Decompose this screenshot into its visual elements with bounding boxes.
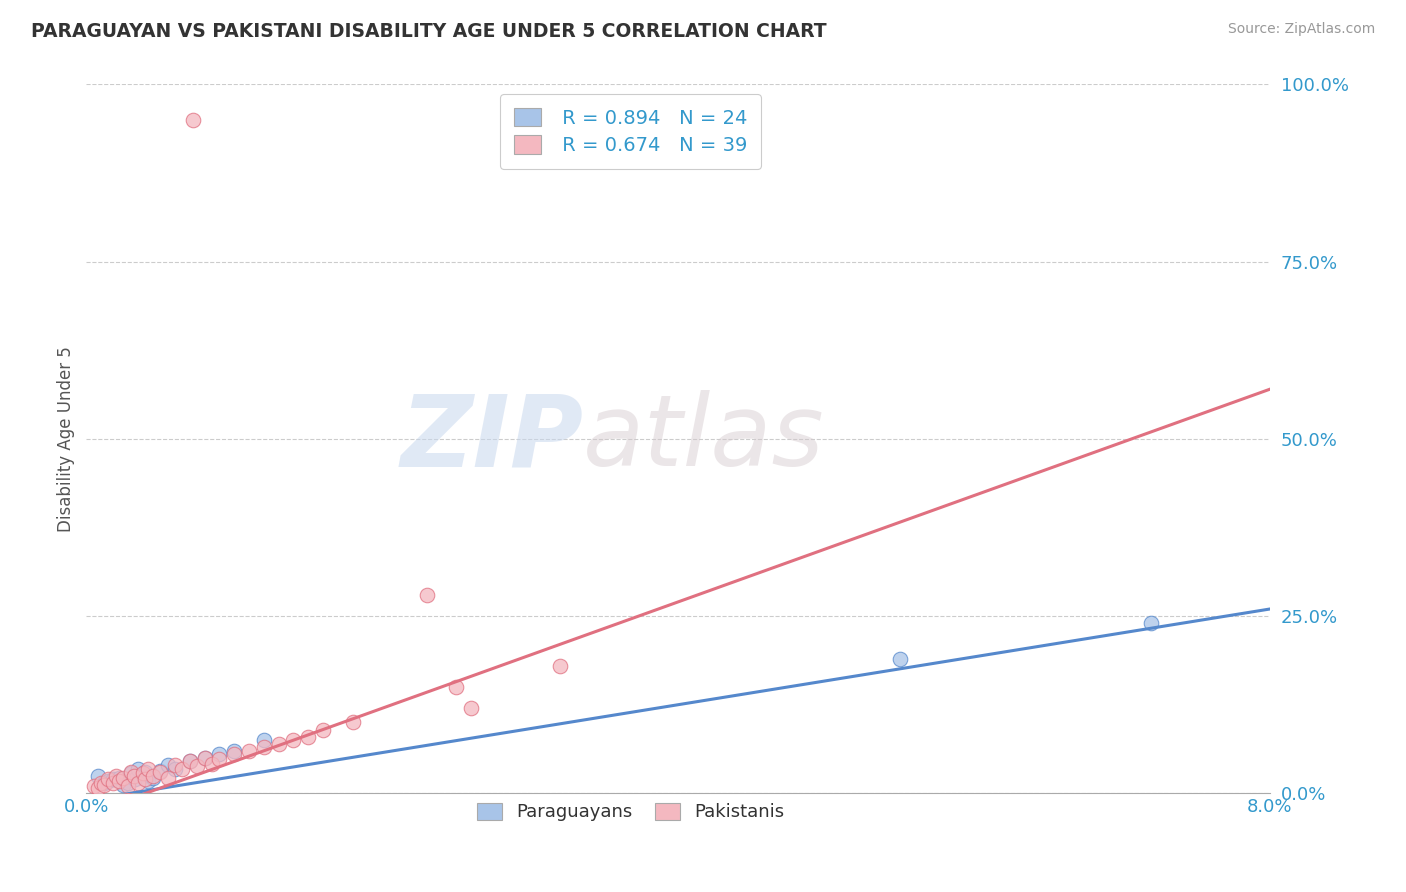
Point — [93, 775, 115, 789]
Point — [131, 766, 153, 780]
Point — [415, 588, 437, 602]
Point — [181, 112, 204, 127]
Point — [142, 771, 165, 785]
Point — [108, 773, 131, 788]
Point — [149, 765, 172, 780]
Point — [297, 730, 319, 744]
Text: Source: ZipAtlas.com: Source: ZipAtlas.com — [1227, 22, 1375, 37]
Point — [253, 733, 276, 747]
Point — [90, 775, 112, 789]
Point — [208, 747, 231, 762]
Point — [194, 751, 217, 765]
Point — [127, 775, 149, 789]
Text: ZIP: ZIP — [401, 391, 583, 487]
Point — [117, 779, 139, 793]
Point — [283, 733, 305, 747]
Point — [460, 701, 482, 715]
Point — [312, 723, 335, 737]
Point — [112, 771, 135, 785]
Y-axis label: Disability Age Under 5: Disability Age Under 5 — [58, 346, 75, 532]
Point — [194, 751, 217, 765]
Point — [238, 744, 260, 758]
Point — [104, 769, 127, 783]
Point — [201, 756, 224, 771]
Point — [117, 775, 139, 789]
Point — [208, 752, 231, 766]
Point — [120, 765, 142, 780]
Point — [149, 764, 172, 778]
Point — [87, 780, 110, 795]
Point — [87, 769, 110, 783]
Point — [124, 772, 146, 787]
Point — [186, 759, 208, 773]
Point — [156, 771, 179, 785]
Point — [548, 658, 571, 673]
Point — [1140, 616, 1163, 631]
Point — [134, 772, 156, 787]
Point — [127, 762, 149, 776]
Point — [165, 758, 187, 772]
Point — [165, 762, 187, 776]
Point — [122, 769, 145, 783]
Point — [83, 779, 105, 793]
Point — [156, 758, 179, 772]
Text: atlas: atlas — [583, 391, 825, 487]
Point — [112, 778, 135, 792]
Point — [179, 755, 201, 769]
Point — [97, 773, 120, 788]
Point — [179, 755, 201, 769]
Point — [131, 769, 153, 783]
Point — [224, 744, 246, 758]
Point — [134, 765, 156, 780]
Point — [120, 766, 142, 780]
Point — [138, 762, 160, 776]
Point — [101, 775, 124, 789]
Text: PARAGUAYAN VS PAKISTANI DISABILITY AGE UNDER 5 CORRELATION CHART: PARAGUAYAN VS PAKISTANI DISABILITY AGE U… — [31, 22, 827, 41]
Point — [142, 769, 165, 783]
Point — [253, 740, 276, 755]
Point — [267, 737, 290, 751]
Point — [97, 772, 120, 787]
Point — [138, 773, 160, 788]
Point — [101, 772, 124, 787]
Point — [342, 715, 364, 730]
Point — [224, 747, 246, 762]
Point — [93, 778, 115, 792]
Point — [108, 771, 131, 785]
Point — [444, 680, 467, 694]
Point — [889, 651, 911, 665]
Point — [172, 762, 194, 776]
Legend: Paraguayans, Pakistanis: Paraguayans, Pakistanis — [464, 789, 797, 834]
